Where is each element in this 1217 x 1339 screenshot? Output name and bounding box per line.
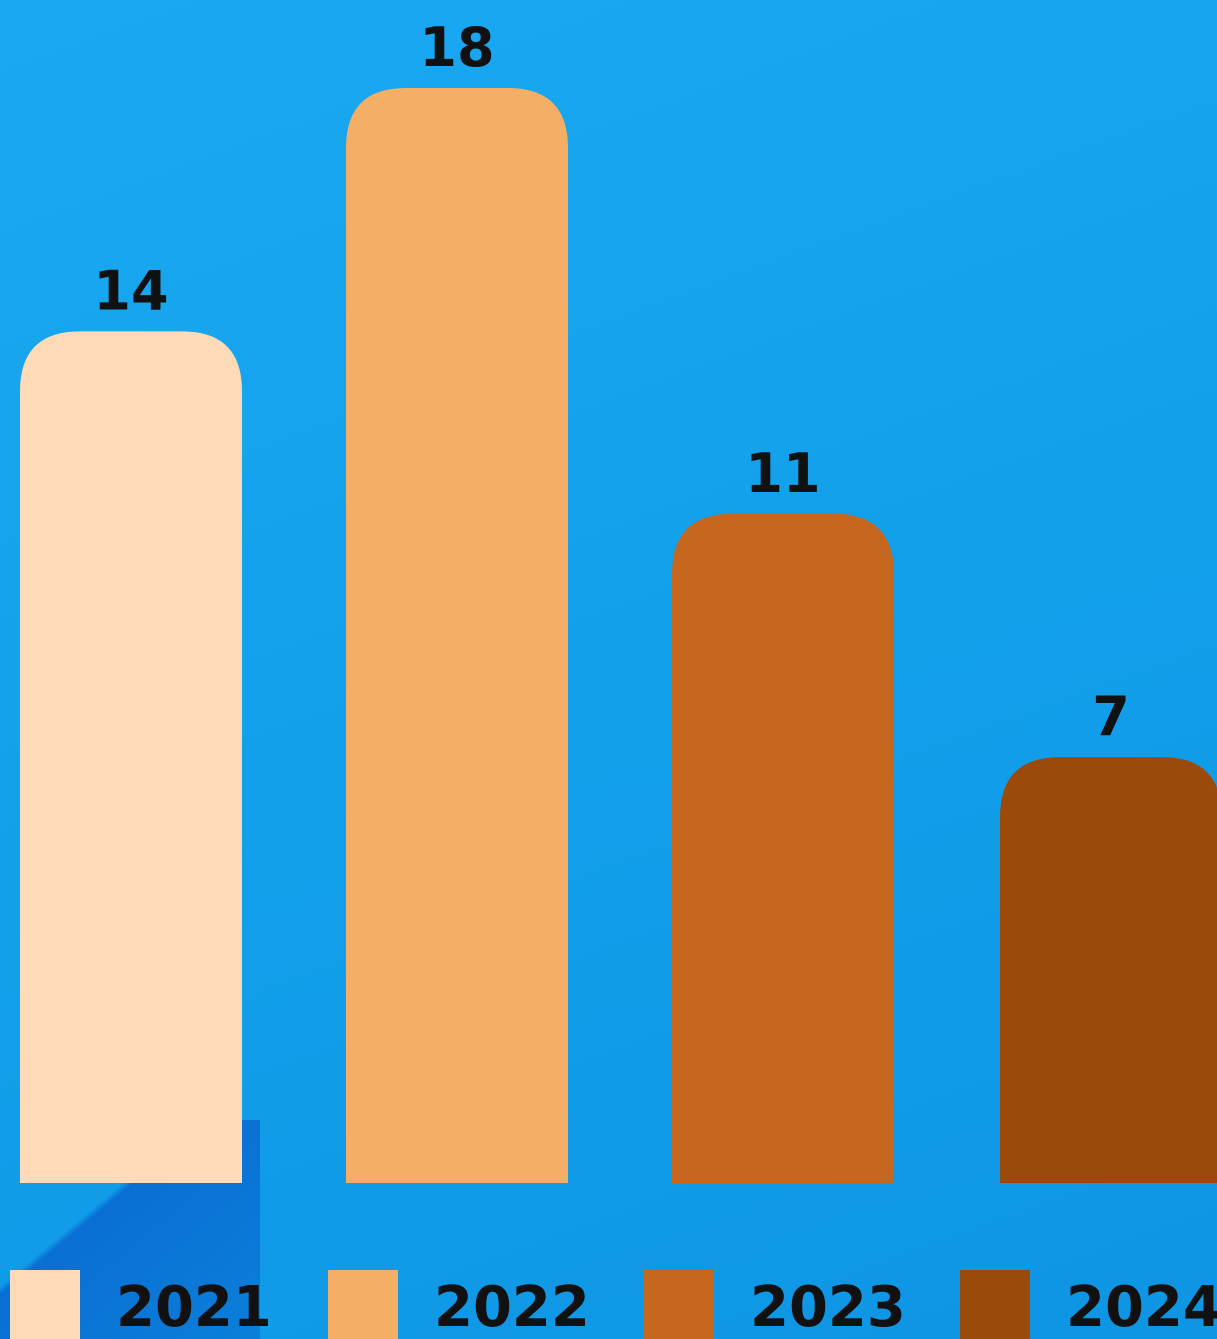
value-label-2021: 14 xyxy=(93,259,168,322)
legend-item-2021: 2021 xyxy=(10,1270,272,1339)
legend-swatch-2024 xyxy=(960,1270,1030,1339)
legend-label-2022: 2022 xyxy=(434,1275,590,1339)
legend-swatch-2022 xyxy=(328,1270,398,1339)
legend-label-2021: 2021 xyxy=(116,1275,272,1339)
value-label-2024: 7 xyxy=(1092,685,1130,748)
legend-label-2024: 2024 xyxy=(1066,1275,1217,1339)
legend-item-2023: 2023 xyxy=(644,1270,906,1339)
legend-swatch-2023 xyxy=(644,1270,714,1339)
value-label-2023: 11 xyxy=(745,442,820,505)
legend: 2021 2022 2023 2024 xyxy=(10,1270,1217,1339)
legend-swatch-2021 xyxy=(10,1270,80,1339)
bar-2022 xyxy=(346,88,568,1183)
legend-label-2023: 2023 xyxy=(750,1275,906,1339)
value-label-2022: 18 xyxy=(419,16,494,79)
legend-item-2024: 2024 xyxy=(960,1270,1217,1339)
value-labels-group: 14 18 11 7 xyxy=(93,16,1129,748)
bar-2023 xyxy=(672,513,894,1183)
legend-item-2022: 2022 xyxy=(328,1270,590,1339)
bar-2024 xyxy=(1000,757,1217,1183)
bar-2021 xyxy=(20,331,242,1183)
bars-group xyxy=(20,88,1217,1183)
